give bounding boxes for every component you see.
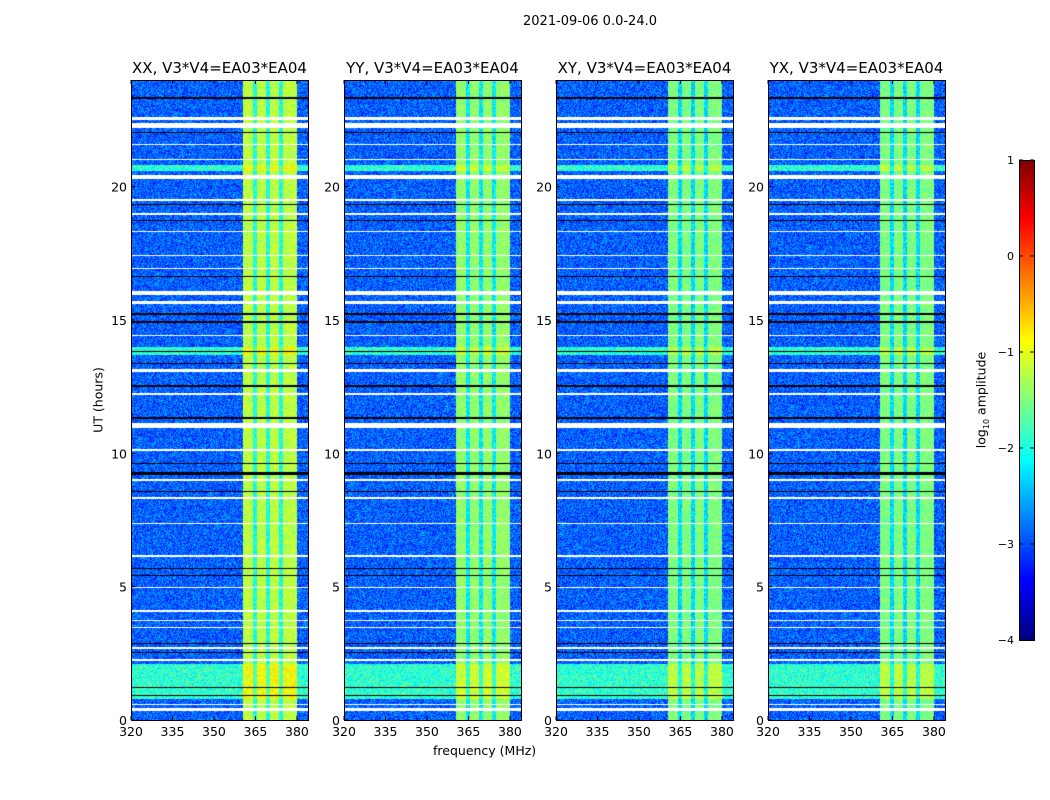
x-tick-label: 365 <box>669 724 693 739</box>
colorbar-label: log10 amplitude <box>973 352 991 448</box>
x-tick-label: 365 <box>881 724 905 739</box>
panel-title-2: XY, V3*V4=EA03*EA04 <box>558 59 732 77</box>
x-tick-label: 320 <box>332 724 356 739</box>
x-tick-label: 350 <box>415 724 439 739</box>
x-tick-label: 335 <box>798 724 822 739</box>
x-tick-label: 320 <box>544 724 568 739</box>
y-tick-label: 15 <box>111 313 127 328</box>
x-tick-label: 380 <box>710 724 734 739</box>
y-axis-label: UT (hours) <box>90 367 106 433</box>
y-tick-label: 15 <box>324 313 340 328</box>
waterfall-heatmap-1 <box>344 80 521 720</box>
x-tick-label: 365 <box>457 724 481 739</box>
x-tick-label: 335 <box>161 724 185 739</box>
colorbar-tick-label: 0 <box>1007 250 1014 263</box>
panel-frame-3 <box>768 80 946 721</box>
colorbar-tick-label: 1 <box>1007 154 1014 167</box>
x-tick-label: 320 <box>756 724 780 739</box>
colorbar-frame <box>1019 160 1035 641</box>
figure-title: 2021-09-06 0.0-24.0 <box>523 14 657 29</box>
y-tick-label: 20 <box>324 180 340 195</box>
colorbar-label-sub: 10 <box>981 418 991 430</box>
colorbar <box>1019 160 1034 640</box>
x-tick-label: 335 <box>374 724 398 739</box>
y-tick-label: 10 <box>111 446 127 461</box>
waterfall-heatmap-3 <box>768 80 945 720</box>
colorbar-tick-label: −4 <box>998 634 1014 647</box>
colorbar-label-log: log <box>973 429 989 449</box>
x-axis-label: frequency (MHz) <box>433 743 537 758</box>
y-tick-label: 20 <box>536 180 552 195</box>
waterfall-heatmap-2 <box>556 80 733 720</box>
colorbar-tick-label: −3 <box>998 538 1014 551</box>
colorbar-tick-label: −1 <box>998 346 1014 359</box>
x-tick-label: 380 <box>285 724 309 739</box>
colorbar-label-rest: amplitude <box>973 351 989 419</box>
x-tick-label: 380 <box>922 724 946 739</box>
x-tick-label: 365 <box>244 724 268 739</box>
panel-title-3: YX, V3*V4=EA03*EA04 <box>769 59 944 77</box>
x-tick-label: 320 <box>119 724 143 739</box>
y-tick-label: 0 <box>756 713 764 728</box>
y-tick-label: 20 <box>111 180 127 195</box>
panel-title-1: YY, V3*V4=EA03*EA04 <box>345 59 519 77</box>
y-tick-label: 0 <box>119 713 127 728</box>
panel-frame-0 <box>131 80 309 721</box>
y-tick-label: 10 <box>324 446 340 461</box>
panel-title-0: XX, V3*V4=EA03*EA04 <box>132 59 307 77</box>
x-tick-label: 335 <box>586 724 610 739</box>
x-tick-label: 350 <box>202 724 226 739</box>
y-tick-label: 0 <box>544 713 552 728</box>
x-tick-label: 350 <box>627 724 651 739</box>
panel-frame-1 <box>344 80 522 721</box>
waterfall-heatmap-0 <box>131 80 308 720</box>
y-tick-label: 15 <box>536 313 552 328</box>
y-tick-label: 10 <box>536 446 552 461</box>
y-tick-label: 0 <box>332 713 340 728</box>
colorbar-tick-label: −2 <box>998 442 1014 455</box>
y-tick-label: 5 <box>119 580 127 595</box>
y-tick-label: 20 <box>748 180 764 195</box>
y-tick-label: 10 <box>748 446 764 461</box>
panel-frame-2 <box>556 80 734 721</box>
x-tick-label: 350 <box>839 724 863 739</box>
x-tick-label: 380 <box>498 724 522 739</box>
y-tick-label: 5 <box>544 580 552 595</box>
y-tick-label: 5 <box>756 580 764 595</box>
y-tick-label: 5 <box>332 580 340 595</box>
y-tick-label: 15 <box>748 313 764 328</box>
